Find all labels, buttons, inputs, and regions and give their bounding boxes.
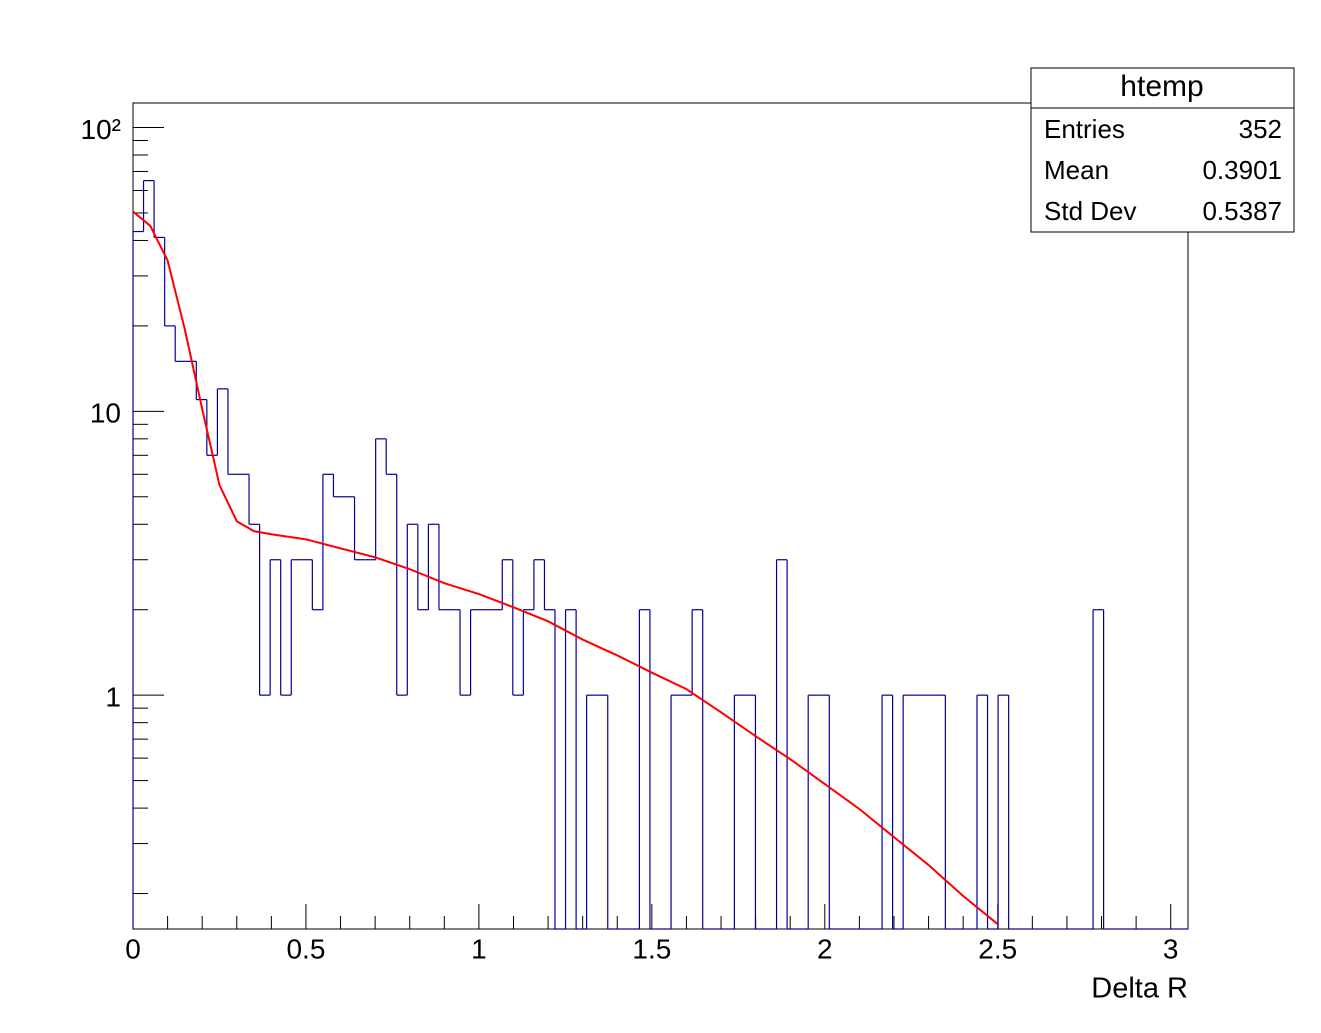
stats-label: Mean [1044,155,1109,185]
stats-frame [1030,67,1295,233]
stats-value: 352 [1239,114,1282,144]
stats-value: 0.3901 [1202,155,1282,185]
y-tick-label: 10² [81,114,121,145]
stats-title: htemp [1120,70,1203,103]
x-tick-label: 1.5 [632,933,671,964]
fit-curve [132,210,999,925]
x-tick-label: 0 [125,933,141,964]
x-tick-label: 2 [817,933,833,964]
x-tick-label: 2.5 [978,933,1017,964]
x-tick-label: 3 [1163,933,1179,964]
x-axis-label: Delta R [1091,973,1188,1005]
stats-box: htemp Entries 352 Mean 0.3901 Std Dev 0.5387 [1030,67,1295,233]
x-tick-label: 1 [471,933,487,964]
x-tick-label: 0.5 [286,933,325,964]
y-tick-label: 10 [90,398,121,429]
stats-label: Entries [1044,114,1125,144]
stats-label: Std Dev [1044,196,1137,226]
stats-value: 0.5387 [1202,196,1282,226]
y-tick-label: 1 [105,682,121,713]
